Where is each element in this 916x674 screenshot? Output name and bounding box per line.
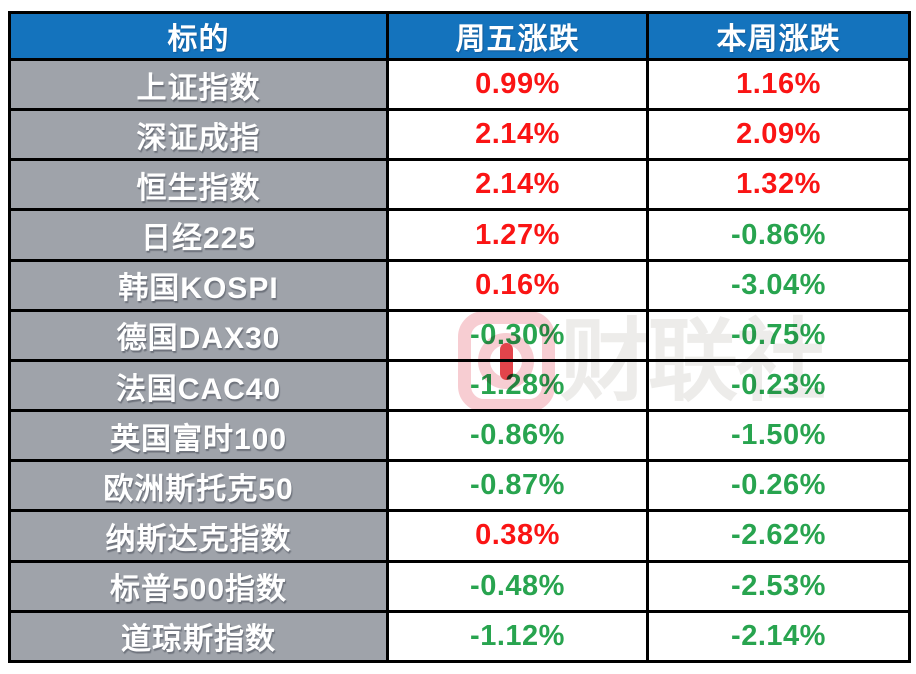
week-change-cell: -0.26% [646,459,911,513]
table-row: 标普500指数 -0.48% -2.53% [8,559,911,613]
index-name-cell: 英国富时100 [8,409,389,463]
table-row: 韩国KOSPI 0.16% -3.04% [8,258,911,312]
index-name-cell: 法国CAC40 [8,358,389,413]
index-performance-table: 标的 周五涨跌 本周涨跌 上证指数 0.99% 1.16% 深证成指 2.14%… [8,11,911,664]
friday-change-cell: 0.99% [386,57,649,112]
table-row: 上证指数 0.99% 1.16% [8,57,911,112]
week-change-cell: 2.09% [646,108,911,162]
header-cell-friday-change: 周五涨跌 [386,11,649,61]
header-row: 标的 周五涨跌 本周涨跌 [8,11,911,61]
index-name-cell: 恒生指数 [8,158,389,212]
friday-change-cell: -0.86% [386,409,649,463]
index-name-cell: 德国DAX30 [8,308,389,362]
index-name-cell: 纳斯达克指数 [8,509,389,563]
index-name-cell: 日经225 [8,208,389,262]
week-change-cell: -3.04% [646,258,911,312]
index-name-cell: 道琼斯指数 [8,609,389,664]
week-change-cell: -2.53% [646,559,911,613]
week-change-cell: -1.50% [646,409,911,463]
friday-change-cell: 0.38% [386,509,649,563]
week-change-cell: -2.62% [646,509,911,563]
week-change-cell: -0.86% [646,208,911,262]
table-row: 英国富时100 -0.86% -1.50% [8,409,911,463]
header-cell-week-change: 本周涨跌 [646,11,911,61]
table-row: 深证成指 2.14% 2.09% [8,108,911,162]
week-change-cell: -2.14% [646,609,911,664]
index-name-cell: 韩国KOSPI [8,258,389,312]
index-name-cell: 深证成指 [8,108,389,162]
table-row: 德国DAX30 -0.30% -0.75% [8,308,911,362]
week-change-cell: 1.16% [646,57,911,112]
week-change-cell: -0.75% [646,308,911,362]
friday-change-cell: -1.12% [386,609,649,664]
index-name-cell: 欧洲斯托克50 [8,459,389,513]
table-row: 纳斯达克指数 0.38% -2.62% [8,509,911,563]
table-row: 欧洲斯托克50 -0.87% -0.26% [8,459,911,513]
index-name-cell: 标普500指数 [8,559,389,613]
table-row: 日经225 1.27% -0.86% [8,208,911,262]
friday-change-cell: 0.16% [386,258,649,312]
friday-change-cell: 2.14% [386,158,649,212]
index-name-cell: 上证指数 [8,57,389,112]
friday-change-cell: -1.28% [386,358,649,413]
friday-change-cell: 1.27% [386,208,649,262]
table-row: 道琼斯指数 -1.12% -2.14% [8,609,911,664]
friday-change-cell: 2.14% [386,108,649,162]
friday-change-cell: -0.48% [386,559,649,613]
header-cell-target: 标的 [8,11,389,61]
friday-change-cell: -0.87% [386,459,649,513]
week-change-cell: 1.32% [646,158,911,212]
friday-change-cell: -0.30% [386,308,649,362]
week-change-cell: -0.23% [646,358,911,413]
table-row: 恒生指数 2.14% 1.32% [8,158,911,212]
table-row: 法国CAC40 -1.28% -0.23% [8,358,911,413]
